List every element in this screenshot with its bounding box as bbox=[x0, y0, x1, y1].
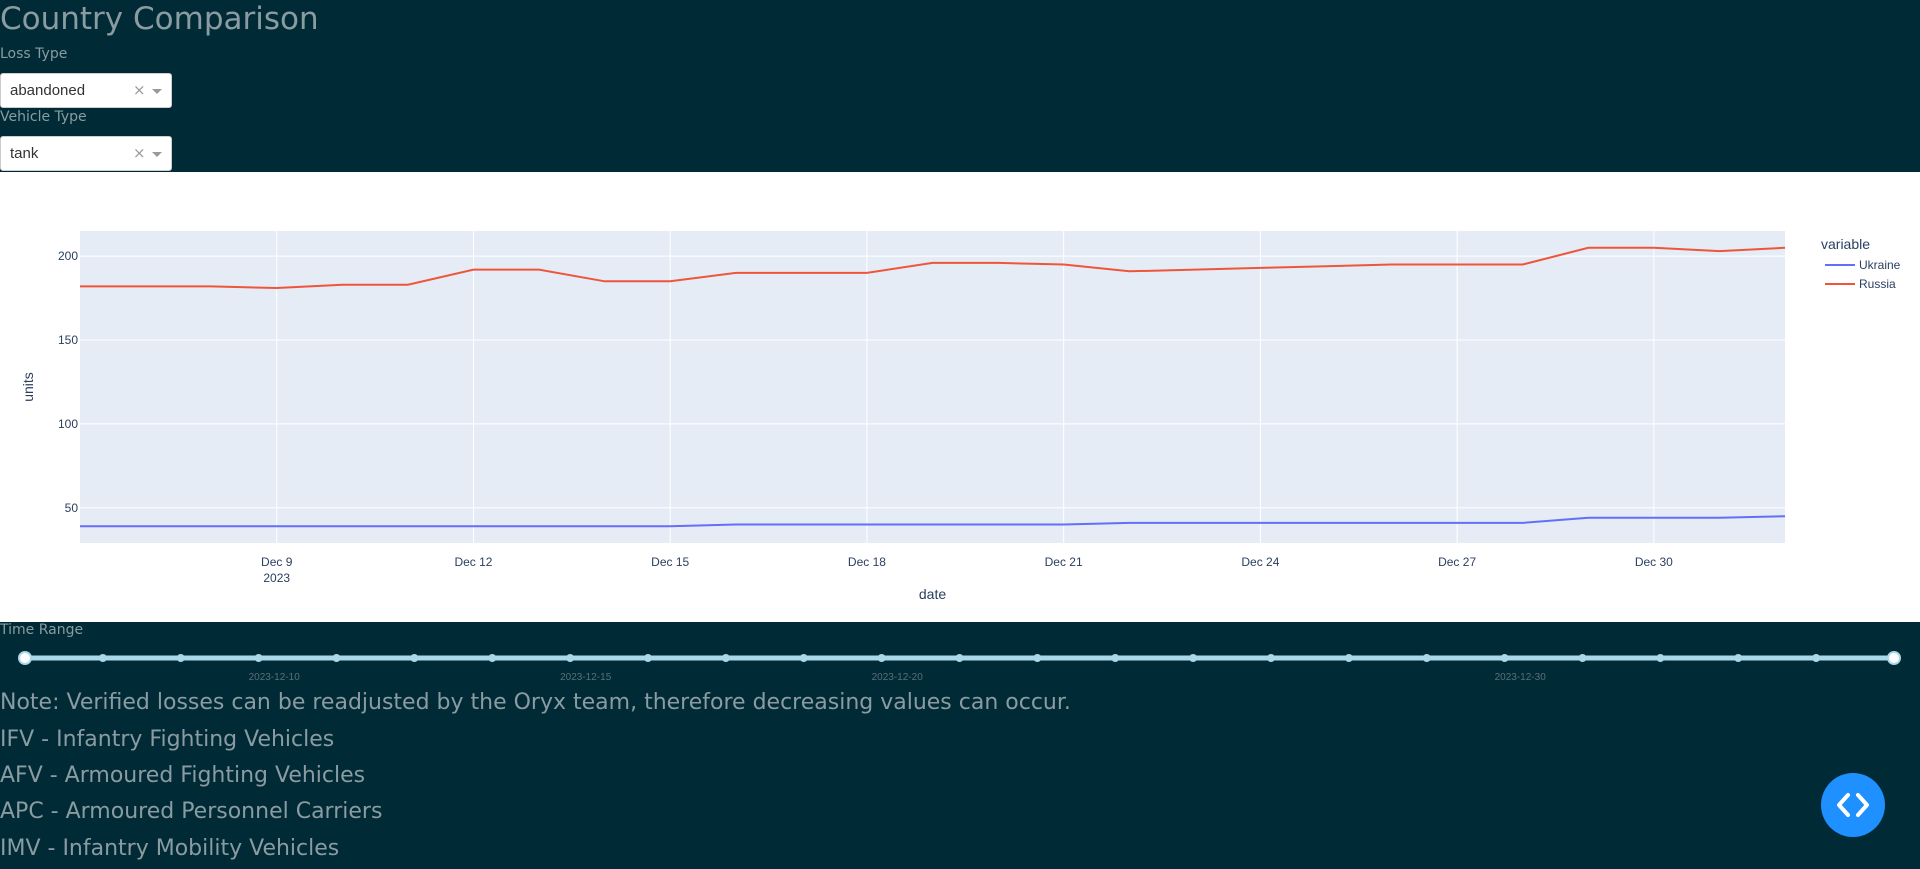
chevron-down-icon[interactable] bbox=[152, 89, 162, 94]
slider-handle bbox=[1887, 651, 1901, 665]
slider-dot bbox=[1267, 654, 1275, 662]
slider-dot bbox=[1344, 654, 1353, 662]
time-range-slider[interactable]: 2023-12-10 2023-12-15 2023-12-20 2023-12-30 bbox=[0, 638, 1920, 698]
slider-dot bbox=[1734, 654, 1743, 662]
time-range-section: Time Range 2023-12-10 2023-12-15 2023-12-2… bbox=[0, 622, 1920, 692]
series-line-ukraine bbox=[80, 515, 1786, 528]
x-tick-label: Dec 27 bbox=[1438, 555, 1476, 569]
slider-dot bbox=[332, 654, 341, 662]
slider-dot bbox=[566, 654, 575, 662]
y-tick-label: 50 bbox=[65, 501, 79, 515]
abbrev-imv: IMV - Infantry Mobility Vehicles bbox=[0, 836, 340, 861]
y-tick-label: 100 bbox=[58, 417, 78, 431]
slider-dot bbox=[1500, 654, 1509, 662]
legend-title: variable bbox=[1821, 236, 1870, 252]
vehicle-type-value: tank bbox=[10, 145, 39, 162]
slider-dot bbox=[410, 654, 419, 662]
chevron-down-icon[interactable] bbox=[152, 152, 162, 157]
slider-dot bbox=[254, 654, 263, 662]
note-text: Note: Verified losses can be readjusted … bbox=[0, 690, 1071, 715]
loss-type-dropdown[interactable]: abandoned × bbox=[0, 73, 172, 108]
slider-dot bbox=[1656, 654, 1665, 662]
slider-dot bbox=[644, 654, 652, 662]
loss-type-label: Loss Type bbox=[0, 46, 68, 62]
slider-dot bbox=[721, 654, 730, 662]
series-line-russia bbox=[80, 246, 1786, 290]
vehicle-type-label: Vehicle Type bbox=[0, 109, 87, 125]
vehicle-type-dropdown[interactable]: tank × bbox=[0, 136, 172, 171]
line-chart[interactable]: Dec 9 2023 Dec 12 Dec 15 Dec 18 Dec 21 Dec 24 D… bbox=[0, 172, 1920, 622]
slider-dot bbox=[1033, 654, 1042, 662]
slider-dot bbox=[1812, 654, 1821, 662]
chart-panel: Dec 9 2023 Dec 12 Dec 15 Dec 18 Dec 21 Dec 24 D… bbox=[0, 172, 1920, 622]
slider-dot bbox=[1111, 654, 1120, 662]
slider-dot bbox=[799, 654, 808, 662]
clear-icon[interactable]: × bbox=[133, 144, 146, 162]
slider-mark-label: 2023-12-30 bbox=[1495, 672, 1547, 683]
slider-dot bbox=[1578, 654, 1587, 662]
plot-area bbox=[80, 231, 1785, 543]
time-range-label: Time Range bbox=[0, 622, 84, 638]
slider-dot bbox=[955, 654, 964, 662]
page-title: Country Comparison bbox=[0, 1, 319, 37]
slider-mark-label: 2023-12-10 bbox=[249, 672, 301, 683]
legend-item: Ukraine bbox=[1859, 258, 1901, 272]
slider-dot bbox=[98, 654, 107, 662]
y-tick-label: 200 bbox=[58, 249, 78, 263]
legend-item: Russia bbox=[1859, 277, 1896, 291]
x-tick-label: Dec 12 bbox=[454, 555, 492, 569]
slider-dot bbox=[488, 654, 497, 662]
slider-mark-label: 2023-12-15 bbox=[560, 672, 612, 683]
abbrev-afv: AFV - Armoured Fighting Vehicles bbox=[0, 763, 366, 788]
slider-dot bbox=[176, 654, 185, 662]
loss-type-value: abandoned bbox=[10, 82, 86, 99]
slider-dot bbox=[877, 654, 886, 662]
clear-icon[interactable]: × bbox=[133, 81, 146, 99]
x-tick-label: Dec 21 bbox=[1045, 555, 1083, 569]
x-tick-label: Dec 9 bbox=[261, 555, 293, 569]
x-axis-title: date bbox=[919, 586, 946, 602]
x-tick-sublabel: 2023 bbox=[263, 571, 290, 585]
slider-mark-label: 2023-12-20 bbox=[872, 672, 924, 683]
x-tick-label: Dec 30 bbox=[1635, 555, 1673, 569]
code-brackets-icon bbox=[1837, 793, 1869, 817]
x-tick-label: Dec 18 bbox=[848, 555, 886, 569]
code-toggle-button[interactable] bbox=[1821, 773, 1885, 837]
slider-dot bbox=[1422, 654, 1431, 662]
x-tick-label: Dec 24 bbox=[1241, 555, 1279, 569]
abbrev-ifv: IFV - Infantry Fighting Vehicles bbox=[0, 727, 335, 752]
x-tick-label: Dec 15 bbox=[651, 555, 689, 569]
slider-dot bbox=[1189, 654, 1198, 662]
y-tick-label: 150 bbox=[58, 333, 78, 347]
slider-handle bbox=[18, 651, 32, 665]
y-axis-title: units bbox=[20, 372, 36, 402]
abbrev-apc: APC - Armoured Personnel Carriers bbox=[0, 799, 383, 824]
